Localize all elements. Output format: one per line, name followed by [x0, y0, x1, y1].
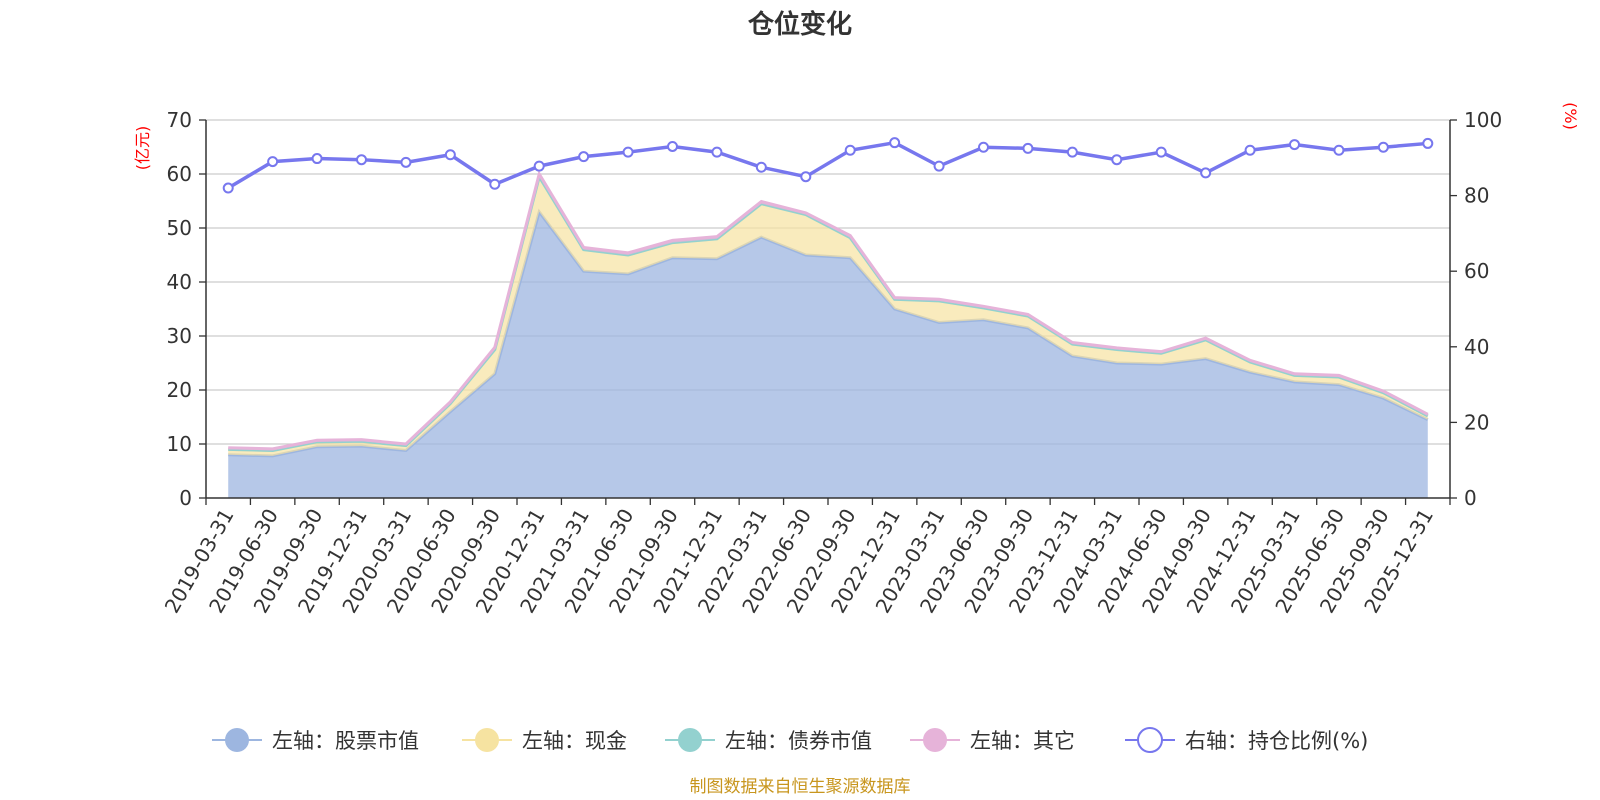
x-axis-labels: 2019-03-312019-06-302019-09-302019-12-31…: [160, 505, 1438, 618]
ratio-point: [400, 156, 412, 168]
ratio-point: [978, 141, 989, 153]
legend: 左轴：股票市值 左轴：现金 左轴：债券市值 左轴：其它 右轴：持仓比例(%): [212, 727, 1368, 753]
ratio-point: [889, 137, 901, 149]
ratio-point: [1111, 154, 1123, 166]
ratio-line: [227, 140, 1428, 190]
left-tick-label: 50: [167, 216, 192, 240]
legend-item-1[interactable]: 左轴：现金: [462, 728, 627, 753]
right-tick-label: 20: [1464, 410, 1489, 434]
left-tick-label: 20: [167, 378, 192, 402]
ratio-point: [356, 154, 367, 166]
area-series-line-3: [228, 170, 1429, 451]
left-axis-unit: (亿元): [133, 126, 152, 171]
legend-label: 左轴：其它: [970, 729, 1075, 753]
ratio-point: [844, 144, 856, 156]
ratio-point: [1066, 146, 1078, 158]
ratio-point: [578, 151, 590, 163]
legend-marker: [475, 728, 499, 752]
ratio-point: [1377, 141, 1389, 153]
ratio-point: [1155, 146, 1167, 158]
ratio-point: [800, 171, 812, 183]
ratio-point: [267, 156, 279, 168]
ratio-point: [933, 160, 945, 172]
right-tick-label: 100: [1464, 108, 1502, 132]
ratio-point: [1289, 139, 1300, 151]
legend-marker: [923, 728, 947, 752]
ratio-point: [1022, 142, 1034, 154]
legend-label: 左轴：股票市值: [272, 729, 419, 753]
legend-label: 左轴：现金: [522, 729, 627, 753]
left-tick-label: 70: [167, 108, 192, 132]
left-tick-label: 0: [179, 486, 192, 510]
legend-item-4[interactable]: 右轴：持仓比例(%): [1125, 727, 1368, 753]
right-tick-label: 40: [1464, 335, 1489, 359]
legend-marker: [225, 728, 249, 752]
ratio-point: [489, 178, 501, 190]
ratio-point: [622, 146, 634, 158]
area-series-1: [228, 176, 1428, 456]
ratio-point: [711, 146, 723, 158]
data-source-note: 制图数据来自恒生聚源数据库: [690, 777, 911, 797]
position-ratio-line: [222, 137, 1434, 194]
legend-marker: [1137, 727, 1163, 753]
legend-item-3[interactable]: 左轴：其它: [910, 728, 1075, 753]
ratio-point: [444, 149, 456, 161]
ratio-point: [755, 161, 767, 173]
area-series-0: [228, 211, 1428, 499]
legend-label: 左轴：债券市值: [725, 729, 872, 753]
ratio-point: [311, 153, 323, 165]
stacked-areas: [228, 170, 1429, 499]
legend-label: 右轴：持仓比例(%): [1185, 729, 1368, 753]
ratio-point: [1200, 167, 1212, 179]
right-tick-label: 0: [1464, 486, 1477, 510]
left-tick-label: 60: [167, 162, 192, 186]
right-tick-label: 80: [1464, 184, 1489, 208]
ratio-point: [222, 182, 234, 194]
ratio-point: [667, 140, 678, 152]
legend-item-0[interactable]: 左轴：股票市值: [212, 728, 419, 753]
left-tick-label: 40: [167, 270, 192, 294]
ratio-point: [533, 160, 545, 172]
legend-marker: [678, 728, 702, 752]
ratio-point: [1333, 144, 1345, 156]
chart-title: 仓位变化: [747, 9, 852, 40]
right-tick-label: 60: [1464, 259, 1489, 283]
legend-item-2[interactable]: 左轴：债券市值: [665, 728, 872, 753]
right-axis-unit: (%): [1561, 102, 1580, 130]
left-tick-label: 30: [167, 324, 192, 348]
ratio-point: [1422, 137, 1434, 149]
left-tick-label: 10: [167, 432, 192, 456]
ratio-point: [1244, 144, 1256, 156]
axes: 0 10 20 30 40 50 60 70 0 20 40 60 80 100: [167, 108, 1503, 510]
